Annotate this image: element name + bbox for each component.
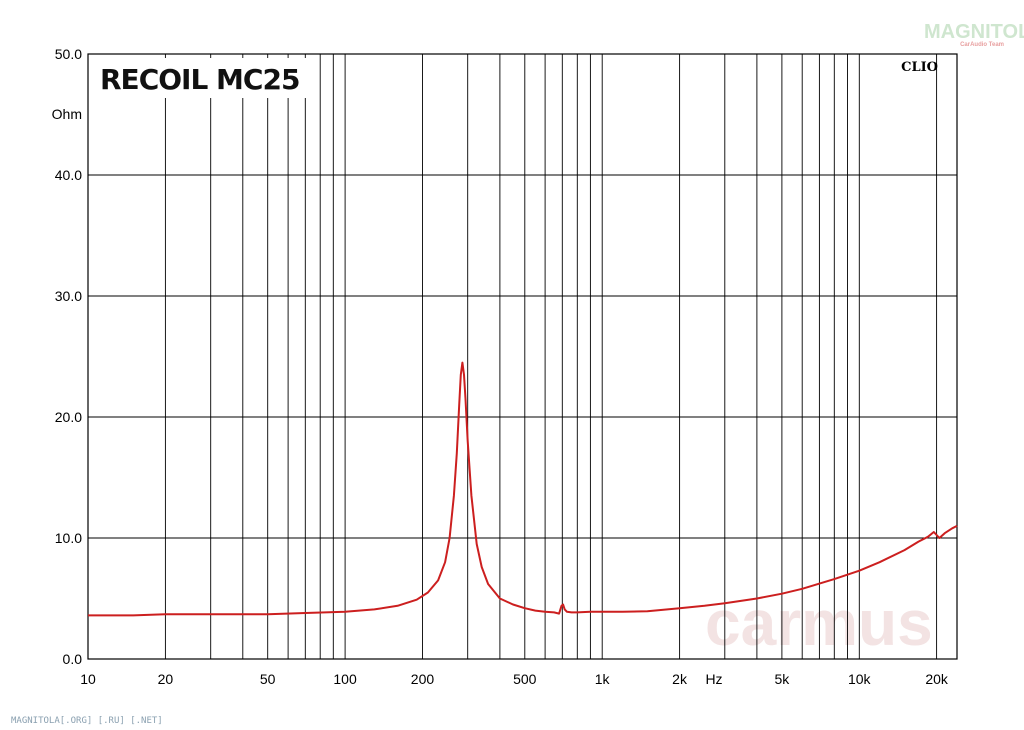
- y-axis-label: Ohm: [52, 106, 82, 122]
- x-tick-label: 200: [411, 671, 435, 687]
- footer-watermark: MAGNITOLA[.ORG] [.RU] [.NET]: [11, 716, 163, 726]
- x-tick-label: 100: [333, 671, 357, 687]
- magnitola-logo: MAGNITOLA CarAudio Team: [924, 21, 1024, 48]
- chart-title: RECOIL MC25: [100, 63, 299, 96]
- magnitola-logo-subtitle: CarAudio Team: [960, 42, 1004, 48]
- carmus-watermark: carmus: [705, 587, 933, 659]
- y-tick-label: 30.0: [55, 288, 82, 304]
- title-background: [94, 58, 306, 98]
- x-axis-unit-label: Hz: [705, 671, 722, 687]
- x-tick-labels: 10 20 50 100 200 500 1k 2k 5k 10k 20k: [80, 671, 949, 687]
- x-tick-label: 2k: [672, 671, 688, 687]
- y-tick-labels: 0.0 10.0 20.0 30.0 40.0 50.0: [55, 46, 82, 667]
- y-tick-label: 0.0: [63, 651, 83, 667]
- y-tick-label: 20.0: [55, 409, 82, 425]
- plot-frame: [87, 53, 958, 660]
- x-tick-label: 10: [80, 671, 96, 687]
- clio-brand-label: CLIO: [901, 60, 938, 75]
- x-tick-label: 10k: [848, 671, 872, 687]
- x-tick-label: 20k: [925, 671, 949, 687]
- y-tick-label: 50.0: [55, 46, 82, 62]
- grid: [88, 53, 957, 660]
- x-tick-label: 1k: [595, 671, 611, 687]
- x-tick-label: 20: [158, 671, 174, 687]
- x-tick-label: 50: [260, 671, 276, 687]
- x-tick-label: 5k: [774, 671, 790, 687]
- impedance-curve: [88, 361, 958, 617]
- y-tick-label: 10.0: [55, 530, 82, 546]
- x-tick-label: 500: [513, 671, 537, 687]
- magnitola-logo-text: MAGNITOLA: [924, 21, 1024, 43]
- y-tick-label: 40.0: [55, 167, 82, 183]
